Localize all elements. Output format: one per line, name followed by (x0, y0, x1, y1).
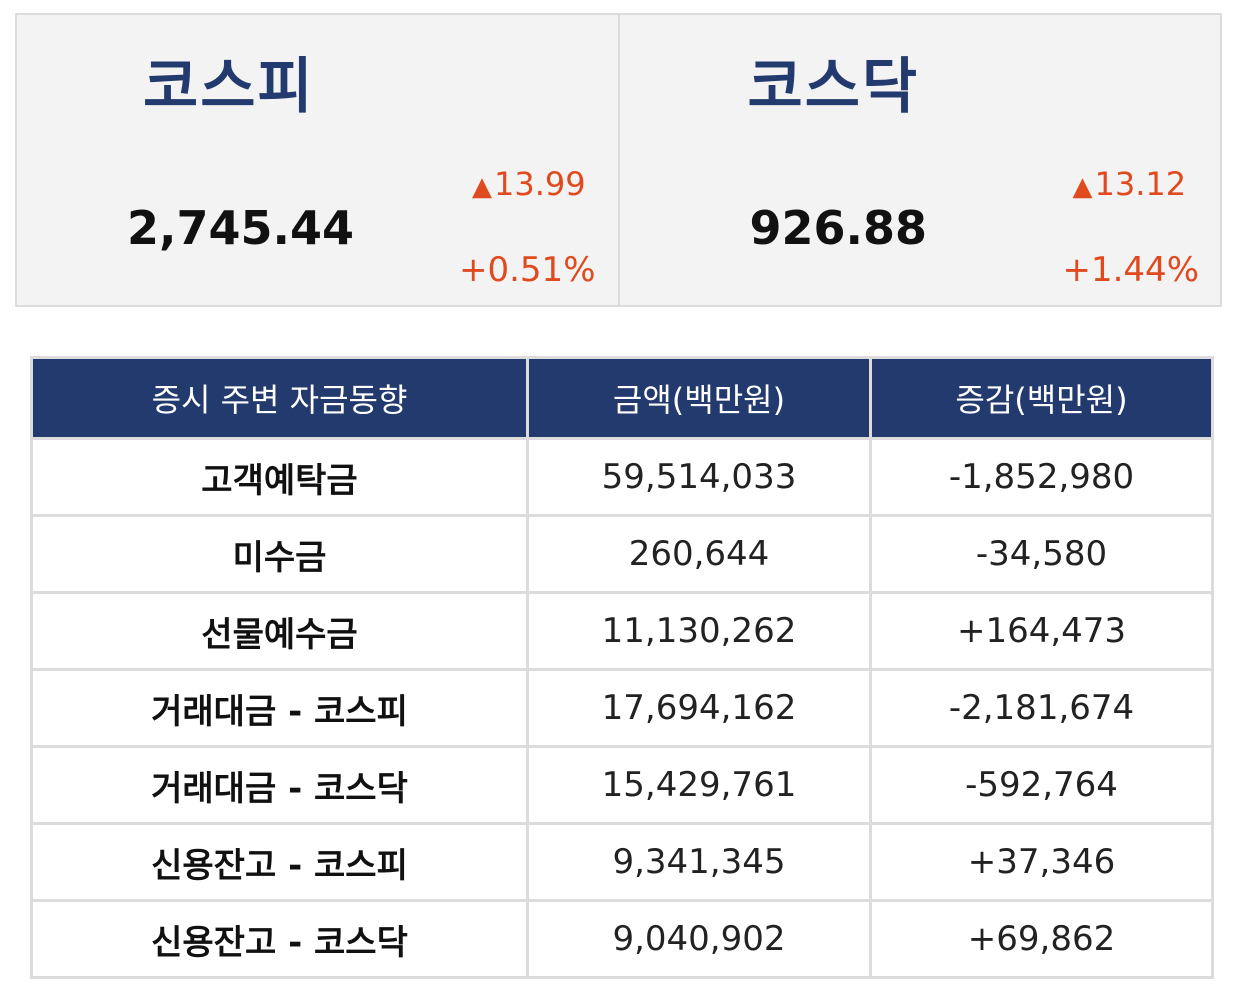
row-item: 고객예탁금 (30, 437, 529, 517)
row-amount: 9,341,345 (526, 822, 872, 902)
row-item: 거래대금 - 코스닥 (30, 745, 529, 825)
row-change: +69,862 (869, 899, 1214, 979)
table-row: 거래대금 - 코스피 17,694,162 -2,181,674 (30, 668, 1214, 748)
table-row: 신용잔고 - 코스닥 9,040,902 +69,862 (30, 899, 1214, 979)
row-amount: 17,694,162 (526, 668, 872, 748)
market-funds-table: 증시 주변 자금동향 금액(백만원) 증감(백만원) 고객예탁금 59,514,… (30, 356, 1214, 979)
kosdaq-change: ▲13.12 (1073, 168, 1187, 200)
kospi-name: 코스피 (143, 52, 315, 122)
row-item: 거래대금 - 코스피 (30, 668, 529, 748)
table-row: 거래대금 - 코스닥 15,429,761 -592,764 (30, 745, 1214, 825)
table-row: 고객예탁금 59,514,033 -1,852,980 (30, 437, 1214, 517)
row-amount: 59,514,033 (526, 437, 872, 517)
row-change: +37,346 (869, 822, 1214, 902)
kospi-rate: +0.51% (459, 250, 596, 290)
kospi-card: 코스피 ▲13.99 2,745.44 +0.51% (17, 15, 618, 305)
kosdaq-change-value: 13.12 (1094, 165, 1187, 203)
row-item: 신용잔고 - 코스닥 (30, 899, 529, 979)
row-item: 신용잔고 - 코스피 (30, 822, 529, 902)
table-row: 미수금 260,644 -34,580 (30, 514, 1214, 594)
header-change: 증감(백만원) (869, 356, 1214, 440)
kospi-value: 2,745.44 (127, 201, 354, 255)
kosdaq-value: 926.88 (749, 201, 928, 255)
header-amount: 금액(백만원) (526, 356, 872, 440)
row-amount: 11,130,262 (526, 591, 872, 671)
up-arrow-icon: ▲ (1072, 172, 1093, 202)
table-row: 신용잔고 - 코스피 9,341,345 +37,346 (30, 822, 1214, 902)
row-amount: 15,429,761 (526, 745, 872, 825)
table-header-row: 증시 주변 자금동향 금액(백만원) 증감(백만원) (30, 356, 1214, 440)
table-row: 선물예수금 11,130,262 +164,473 (30, 591, 1214, 671)
kosdaq-name: 코스닥 (747, 52, 920, 122)
kosdaq-rate: +1.44% (1062, 250, 1200, 290)
up-arrow-icon: ▲ (472, 172, 492, 202)
row-item: 선물예수금 (30, 591, 529, 671)
row-change: -592,764 (869, 745, 1214, 825)
kospi-change: ▲13.99 (472, 168, 586, 200)
kospi-change-value: 13.99 (494, 165, 586, 203)
row-change: -1,852,980 (869, 437, 1214, 517)
header-item: 증시 주변 자금동향 (30, 356, 529, 440)
index-summary-panel: 코스피 ▲13.99 2,745.44 +0.51% 코스닥 ▲13.12 92… (15, 13, 1222, 307)
row-change: -34,580 (869, 514, 1214, 594)
row-amount: 260,644 (526, 514, 872, 594)
row-amount: 9,040,902 (526, 899, 872, 979)
row-item: 미수금 (30, 514, 529, 594)
kosdaq-card: 코스닥 ▲13.12 926.88 +1.44% (617, 15, 1221, 305)
row-change: +164,473 (869, 591, 1214, 671)
row-change: -2,181,674 (869, 668, 1214, 748)
